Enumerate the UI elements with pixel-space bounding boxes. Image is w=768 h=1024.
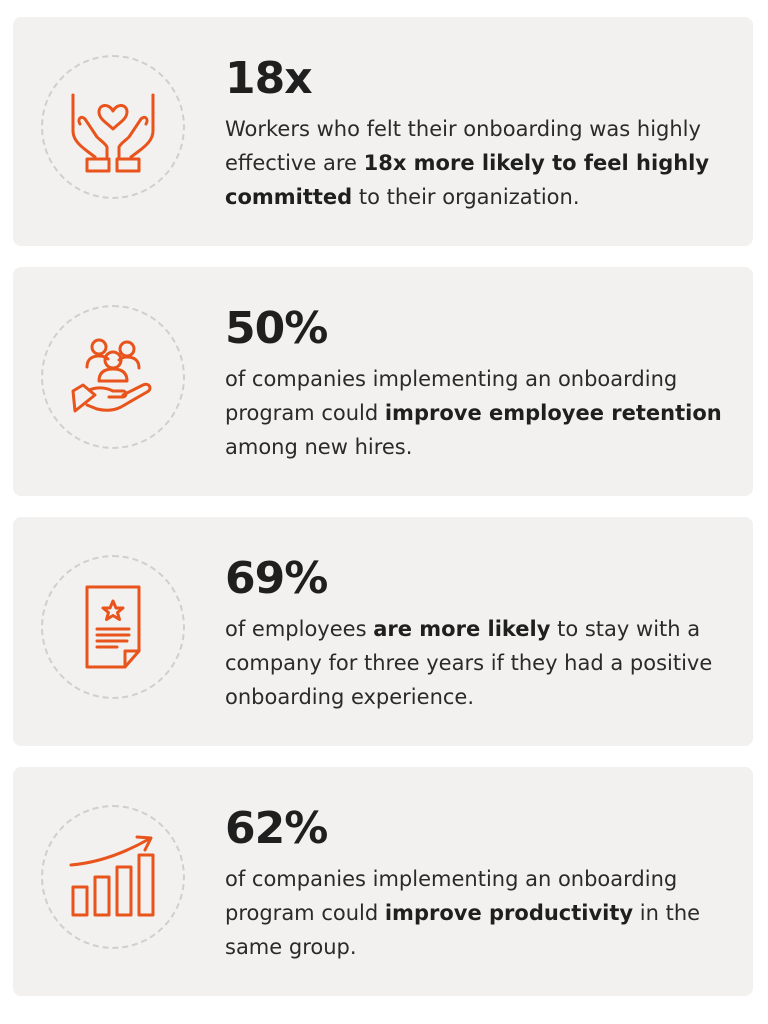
stat-value: 62%: [225, 803, 328, 854]
icon-badge: [41, 55, 185, 199]
stat-description: of employees are more likely to stay wit…: [225, 617, 713, 709]
stat-card: 62% of companies implementing an onboard…: [13, 767, 753, 996]
stat-description: of companies implementing an onboarding …: [225, 867, 701, 959]
stat-card: 18x Workers who felt their onboarding wa…: [13, 17, 753, 246]
stat-value: 69%: [225, 553, 328, 604]
stat-card: 50% of companies implementing an onboard…: [13, 267, 753, 496]
stat-description: Workers who felt their onboarding was hi…: [225, 117, 710, 209]
stat-card: 69% of employees are more likely to stay…: [13, 517, 753, 746]
icon-badge: [41, 555, 185, 699]
icon-badge: [41, 805, 185, 949]
stat-highlight: improve productivity: [384, 901, 634, 925]
stat-description: of companies implementing an onboarding …: [225, 367, 722, 459]
stat-highlight: improve employee retention: [384, 401, 722, 425]
stat-highlight: 18x more likely to feel highly committed: [225, 151, 710, 209]
icon-badge: [41, 305, 185, 449]
growth-bar-chart-icon: [69, 835, 155, 917]
stat-highlight: are more likely: [373, 617, 551, 641]
stat-value: 50%: [225, 303, 328, 354]
certificate-document-icon: [85, 585, 141, 669]
stat-value: 18x: [225, 53, 313, 104]
people-in-hand-icon: [71, 338, 152, 413]
heart-in-hands-icon: [71, 93, 155, 173]
